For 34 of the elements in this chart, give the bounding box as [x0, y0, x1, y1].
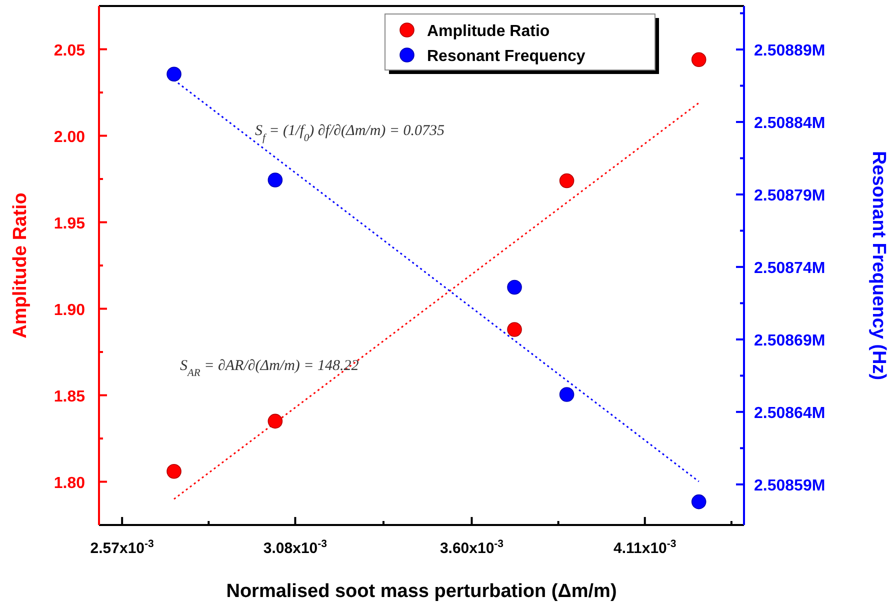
- point: [559, 387, 574, 402]
- point: [166, 66, 182, 82]
- y2-tick-label: 2.50874M: [754, 260, 826, 277]
- annotation: S$_{AR}$ = ∂AR/∂(Δm/m) = 148.22: [180, 358, 360, 378]
- point: [691, 52, 706, 68]
- point: [691, 494, 706, 510]
- y-tick-label: 2.05: [54, 42, 86, 60]
- legend-label: Resonant Frequency: [427, 48, 586, 65]
- x-axis-title: Normalised soot mass perturbation (Δm/m): [226, 581, 617, 602]
- point: [507, 322, 522, 337]
- y2-axis-title: Resonant Frequency (Hz): [868, 150, 889, 380]
- annotation: S$_{f}$ = (1/f$_{0}$) ∂f/∂(Δm/m) = 0.0735: [255, 123, 446, 144]
- x-tick-label: 2.57x10$^{-3}$: [90, 538, 154, 557]
- x-tick-label: 4.11x10$^{-3}$: [614, 538, 676, 557]
- y2-tick-label: 2.50864M: [754, 404, 826, 422]
- y-tick-label: 1.85: [54, 388, 86, 406]
- y-tick-label: 2.00: [54, 128, 86, 146]
- y-tick-label: 1.90: [54, 302, 86, 319]
- y2-tick-label: 2.50889M: [754, 42, 826, 60]
- y-tick-label: 1.95: [54, 215, 86, 232]
- point: [268, 414, 283, 429]
- y2-tick-label: 2.50869M: [754, 332, 826, 350]
- legend-label: Amplitude Ratio: [427, 23, 550, 40]
- y2-tick-label: 2.50859M: [754, 477, 826, 494]
- x-tick-label: 3.60x10$^{-3}$: [440, 538, 504, 557]
- point: [166, 464, 182, 479]
- y-tick-label: 1.80: [54, 474, 86, 492]
- y2-tick-label: 2.50884M: [754, 114, 826, 132]
- point: [559, 173, 574, 188]
- point: [268, 172, 283, 188]
- y2-tick-label: 2.50879M: [754, 187, 826, 204]
- point: [507, 280, 522, 295]
- x-tick-label: 3.08x10$^{-3}$: [263, 538, 328, 557]
- y-axis-title: Amplitude Ratio: [10, 192, 31, 338]
